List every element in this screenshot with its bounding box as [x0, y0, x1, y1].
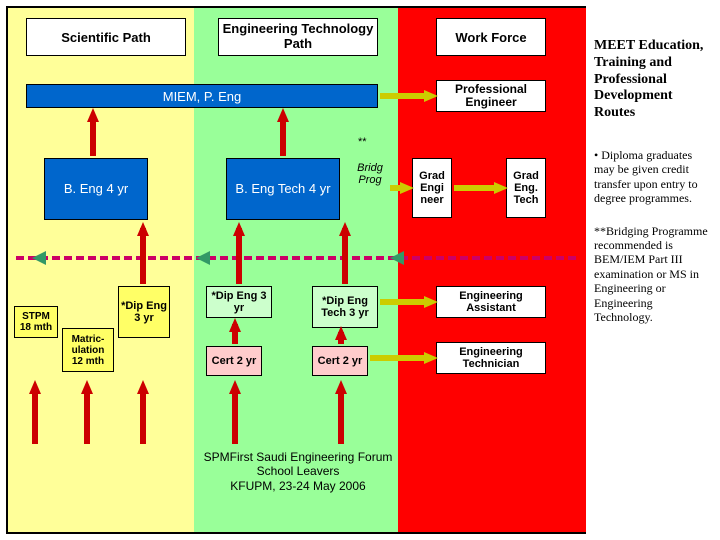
arrow-shaft	[232, 388, 238, 444]
header-engineering: Engineering Technology Path	[218, 18, 378, 56]
arrow-left-icon	[32, 251, 46, 265]
arrow-left-icon	[390, 251, 404, 265]
grad-engineer: Grad Engi neer	[412, 158, 452, 218]
b-eng-box: B. Eng 4 yr	[44, 158, 148, 220]
arrow-shaft	[380, 93, 424, 99]
miem-bar: MIEM, P. Eng	[26, 84, 378, 108]
header-workforce: Work Force	[436, 18, 546, 56]
dashed-divider	[16, 256, 576, 260]
arrow-up-icon	[229, 380, 241, 394]
stpm-box: STPM 18 mth	[14, 306, 58, 338]
arrow-up-icon	[339, 222, 351, 236]
arrow-up-icon	[137, 222, 149, 236]
dip-eng-box-1: *Dip Eng 3 yr	[118, 286, 170, 338]
bridging-prog: Bridg Prog	[350, 150, 390, 198]
eng-technician: Engineering Technician	[436, 342, 546, 374]
arrow-right-icon	[494, 182, 508, 194]
arrow-up-icon	[335, 326, 347, 340]
arrow-up-icon	[233, 222, 245, 236]
footer-forum: First Saudi Engineering Forum	[230, 450, 393, 464]
arrow-left-icon	[196, 251, 210, 265]
arrow-up-icon	[137, 380, 149, 394]
arrow-shaft	[140, 388, 146, 444]
arrow-up-icon	[335, 380, 347, 394]
arrow-up-icon	[87, 108, 99, 122]
arrow-shaft	[32, 388, 38, 444]
eng-assistant: Engineering Assistant	[436, 286, 546, 318]
cert-box-2: Cert 2 yr	[312, 346, 368, 376]
side-title: MEET Education, Training and Professiona…	[594, 38, 714, 122]
dip-eng-box-2: *Dip Eng 3 yr	[206, 286, 272, 318]
arrow-shaft	[280, 116, 286, 156]
b-eng-tech-box: B. Eng Tech 4 yr	[226, 158, 340, 220]
arrow-shaft	[236, 228, 242, 284]
matric-box: Matric-ulation 12 mth	[62, 328, 114, 372]
arrow-shaft	[380, 299, 424, 305]
arrow-up-icon	[29, 380, 41, 394]
arrow-up-icon	[81, 380, 93, 394]
footer-text: SPMFirst Saudi Engineering Forum School …	[148, 450, 448, 493]
professional-engineer: Professional Engineer	[436, 80, 546, 112]
side-note-1: • Diploma graduates may be given credit …	[594, 148, 714, 206]
arrow-shaft	[454, 185, 494, 191]
arrow-shaft	[140, 228, 146, 284]
grad-eng-tech: Grad Eng. Tech	[506, 158, 546, 218]
arrow-shaft	[338, 388, 344, 444]
diagram-stage: Scientific Path Engineering Technology P…	[6, 6, 586, 534]
arrow-right-icon	[424, 352, 438, 364]
side-note-2: **Bridging Programme recommended is BEM/…	[594, 224, 714, 325]
footer-spm: SPM	[204, 450, 230, 464]
cert-box-1: Cert 2 yr	[206, 346, 262, 376]
arrow-right-icon	[424, 296, 438, 308]
header-scientific: Scientific Path	[26, 18, 186, 56]
side-panel: MEET Education, Training and Professiona…	[594, 38, 714, 342]
arrow-up-icon	[277, 108, 289, 122]
arrow-right-icon	[424, 90, 438, 102]
footer-leavers: School Leavers	[257, 464, 340, 478]
dip-eng-tech-box: *Dip Eng Tech 3 yr	[312, 286, 378, 328]
arrow-up-icon	[229, 318, 241, 332]
arrow-shaft	[342, 228, 348, 284]
arrow-shaft	[90, 116, 96, 156]
bridging-star: **	[358, 136, 367, 148]
arrow-shaft	[84, 388, 90, 444]
arrow-right-icon	[400, 182, 414, 194]
arrow-shaft	[370, 355, 424, 361]
footer-kfupm: KFUPM, 23-24 May 2006	[230, 479, 365, 493]
